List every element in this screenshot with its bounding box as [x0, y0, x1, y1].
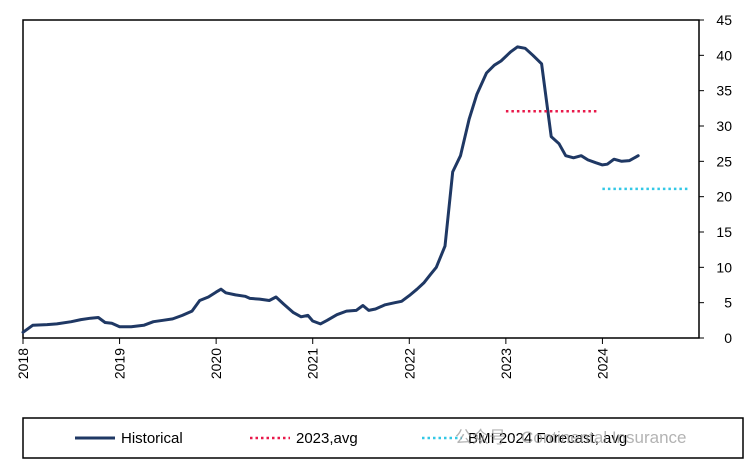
series-line-0: [21, 45, 640, 334]
y-tick-label: 10: [716, 259, 732, 275]
x-tick-label: 2019: [112, 348, 128, 379]
series-layer: [21, 45, 690, 334]
y-tick-label: 20: [716, 189, 732, 205]
x-axis-ticks: 2018 2019 2020 2021 2022 2023 2024: [15, 338, 610, 379]
y-axis-ticks: 0 5 10 15 20 25 30 35 40 45: [699, 12, 732, 346]
x-tick-label: 2024: [594, 348, 610, 379]
y-tick-label: 15: [716, 224, 732, 240]
y-tick-label: 30: [716, 118, 732, 134]
y-tick-label: 35: [716, 83, 732, 99]
legend-label-1: 2023,avg: [296, 430, 358, 447]
y-tick-label: 40: [716, 47, 732, 63]
legend-box: [22, 417, 744, 459]
legend-label-0: Historical: [121, 430, 183, 447]
legend-label-2: BMI 2024 Forecast, avg: [468, 430, 627, 447]
y-tick-label: 0: [724, 330, 732, 346]
y-tick-label: 5: [724, 295, 732, 311]
y-tick-label: 25: [716, 153, 732, 169]
x-tick-label: 2020: [208, 348, 224, 379]
plot-area: [22, 19, 700, 339]
x-tick-label: 2018: [15, 348, 31, 379]
x-tick-label: 2022: [401, 348, 417, 379]
y-tick-label: 45: [716, 12, 732, 28]
watermark-text: 公众号 · Continental Insurance: [455, 428, 687, 447]
legend: Historical 2023,avg BMI 2024 Forecast, avg: [75, 430, 627, 447]
x-tick-label: 2023: [498, 348, 514, 379]
x-tick-label: 2021: [305, 348, 321, 379]
